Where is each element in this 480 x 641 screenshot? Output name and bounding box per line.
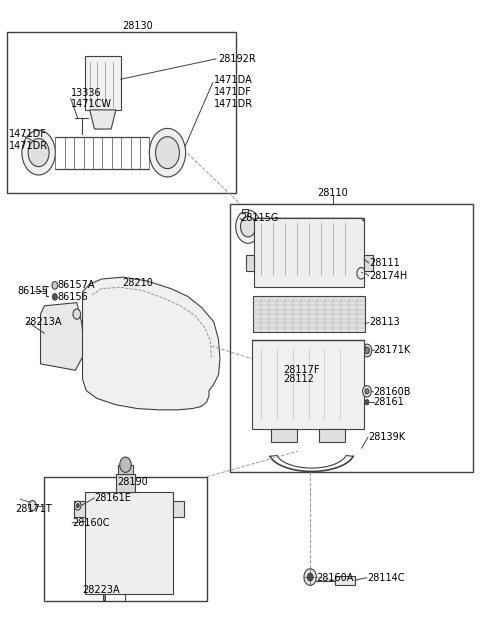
Circle shape <box>365 399 369 404</box>
Circle shape <box>76 504 79 508</box>
Polygon shape <box>85 56 120 110</box>
Polygon shape <box>246 255 254 271</box>
Text: 86156: 86156 <box>58 292 88 302</box>
Bar <box>7 32 236 193</box>
Text: 28171K: 28171K <box>373 345 411 356</box>
Circle shape <box>29 501 36 511</box>
Polygon shape <box>278 356 297 364</box>
Polygon shape <box>103 594 106 600</box>
Text: 28192R: 28192R <box>218 54 256 64</box>
Text: 28160A: 28160A <box>316 572 354 583</box>
Polygon shape <box>364 255 372 271</box>
Polygon shape <box>254 219 364 222</box>
Circle shape <box>22 130 55 175</box>
Text: 28174H: 28174H <box>369 271 407 281</box>
Circle shape <box>120 457 131 472</box>
Polygon shape <box>242 210 248 212</box>
Polygon shape <box>271 429 297 442</box>
Circle shape <box>52 281 58 289</box>
Polygon shape <box>254 219 364 287</box>
Circle shape <box>363 386 371 397</box>
Polygon shape <box>74 501 85 517</box>
Circle shape <box>304 569 316 585</box>
Text: 28115G: 28115G <box>240 213 278 223</box>
Text: 86155: 86155 <box>17 286 48 296</box>
Text: 28112: 28112 <box>283 374 314 384</box>
Circle shape <box>74 501 81 510</box>
Circle shape <box>156 137 180 169</box>
Text: 28160C: 28160C <box>72 518 109 528</box>
Polygon shape <box>252 340 364 429</box>
Text: 28213A: 28213A <box>24 317 62 327</box>
Polygon shape <box>85 492 173 594</box>
Polygon shape <box>118 465 132 474</box>
Circle shape <box>364 347 369 354</box>
Polygon shape <box>336 576 355 585</box>
Polygon shape <box>40 303 85 370</box>
Text: 28190: 28190 <box>117 477 148 487</box>
Text: 28117F: 28117F <box>283 365 320 375</box>
Text: 1471DA
1471DF
1471DR: 1471DA 1471DF 1471DR <box>214 76 253 108</box>
Polygon shape <box>116 474 135 492</box>
Bar <box>229 204 473 472</box>
Text: 13336
1471CW: 13336 1471CW <box>71 88 111 109</box>
Text: 28171T: 28171T <box>16 504 52 514</box>
Bar <box>44 477 206 601</box>
Polygon shape <box>83 277 220 410</box>
Circle shape <box>307 573 313 581</box>
Circle shape <box>73 309 81 319</box>
Text: 28210: 28210 <box>122 278 153 288</box>
Text: 28114C: 28114C <box>367 572 405 583</box>
Circle shape <box>236 210 261 244</box>
Circle shape <box>149 128 186 177</box>
Polygon shape <box>173 501 184 517</box>
Circle shape <box>362 344 372 357</box>
Polygon shape <box>253 296 365 332</box>
Text: 28110: 28110 <box>318 188 348 198</box>
Text: 28139K: 28139K <box>368 432 405 442</box>
Text: 28160B: 28160B <box>373 387 411 397</box>
Polygon shape <box>319 429 345 442</box>
Text: 1471DF
1471DR: 1471DF 1471DR <box>9 129 48 151</box>
Circle shape <box>28 138 49 167</box>
Circle shape <box>52 294 57 300</box>
Text: 86157A: 86157A <box>58 279 95 290</box>
Text: 28223A: 28223A <box>83 585 120 595</box>
Text: 28111: 28111 <box>369 258 399 268</box>
Circle shape <box>240 217 256 237</box>
Text: 28161E: 28161E <box>95 493 132 503</box>
Polygon shape <box>90 110 116 129</box>
Text: 28130: 28130 <box>122 21 153 31</box>
Text: 28161: 28161 <box>373 397 404 407</box>
Circle shape <box>365 389 369 394</box>
Text: 28113: 28113 <box>369 317 399 328</box>
